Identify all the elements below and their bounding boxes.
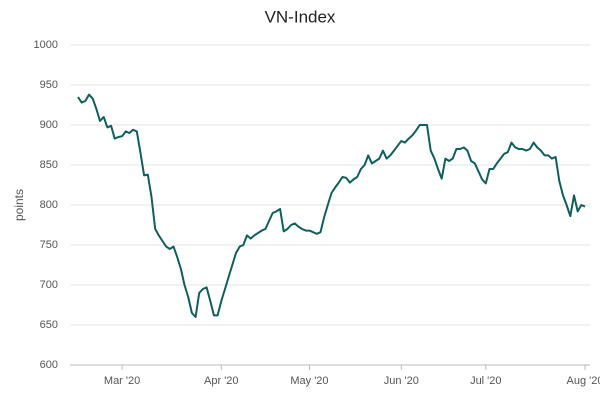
chart-title: VN-Index <box>265 7 336 26</box>
y-axis-label: points <box>12 189 26 221</box>
y-tick-label: 850 <box>40 159 58 171</box>
x-tick-label: Apr '20 <box>204 375 239 387</box>
y-tick-label: 900 <box>40 119 58 131</box>
y-tick-label: 750 <box>40 239 58 251</box>
y-tick-label: 950 <box>40 79 58 91</box>
x-tick-label: Jun '20 <box>384 375 419 387</box>
line <box>77 93 586 318</box>
x-tick-label: May '20 <box>290 375 328 387</box>
y-tick-label: 650 <box>40 319 58 331</box>
y-tick-label: 800 <box>40 199 58 211</box>
x-tick-label: Mar '20 <box>104 375 140 387</box>
y-tick-label: 700 <box>40 279 58 291</box>
x-tick-label: Aug '20 <box>567 375 600 387</box>
y-tick-label: 1000 <box>34 39 58 51</box>
y-tick-label: 600 <box>40 359 58 371</box>
x-tick-label: Jul '20 <box>470 375 501 387</box>
